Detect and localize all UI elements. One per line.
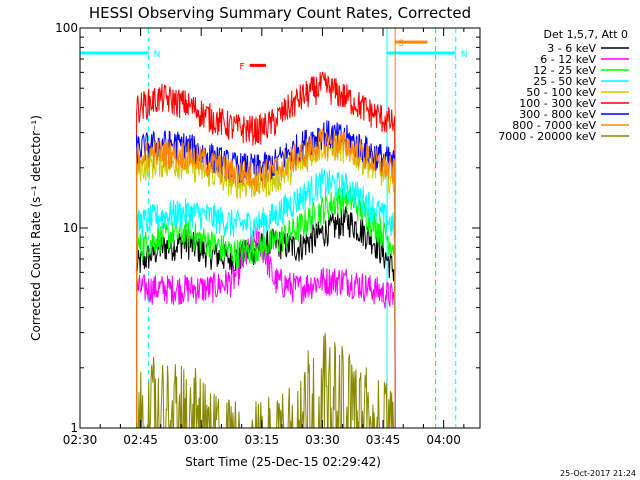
- legend-entry-label: 100 - 300 keV: [519, 97, 596, 110]
- x-tick-label: 03:15: [245, 433, 280, 447]
- chart-title: HESSI Observing Summary Count Rates, Cor…: [89, 4, 471, 22]
- x-tick-label: 04:00: [426, 433, 461, 447]
- series-line-7: [136, 128, 396, 429]
- series-line-8: [136, 332, 396, 430]
- x-tick-label: 03:30: [305, 433, 340, 447]
- y-tick-label: 10: [63, 221, 78, 235]
- y-tick-label: 100: [55, 21, 78, 35]
- annotation-label: S: [398, 39, 404, 49]
- series-layer: [136, 71, 396, 430]
- x-tick-label: 02:30: [63, 433, 98, 447]
- legend-entry-label: 800 - 7000 keV: [512, 119, 596, 132]
- series-line-3: [136, 168, 396, 429]
- x-tick-label: 03:00: [184, 433, 219, 447]
- legend-entry-label: 12 - 25 keV: [533, 64, 596, 77]
- generation-timestamp: 25-Oct-2017 21:24: [560, 469, 636, 478]
- x-tick-label: 03:45: [366, 433, 401, 447]
- annotation-label: N: [154, 50, 161, 60]
- legend-entry-label: 7000 - 20000 keV: [498, 130, 596, 143]
- y-tick-label: 1: [70, 421, 78, 435]
- legend-header: Det 1,5,7, Att 0: [544, 28, 628, 41]
- series-line-5: [136, 71, 396, 429]
- legend-entry-label: 25 - 50 keV: [533, 75, 596, 88]
- legend-entry-label: 300 - 800 keV: [519, 108, 596, 121]
- legend-entry-label: 3 - 6 keV: [547, 42, 596, 55]
- legend-entry-label: 6 - 12 keV: [540, 53, 596, 66]
- x-tick-label: 02:45: [123, 433, 158, 447]
- annotation-label: N: [461, 50, 468, 60]
- series-line-1: [136, 223, 396, 429]
- x-axis-label: Start Time (25-Dec-15 02:29:42): [185, 455, 381, 469]
- y-axis-label: Corrected Count Rate (s⁻¹ detector⁻¹): [29, 115, 43, 341]
- axis-layer: 1 10 100 02:30 02:45 03:00 03:15 03:30 03:45 04:0…: [55, 21, 480, 447]
- legend-entry-label: 50 - 100 keV: [526, 86, 596, 99]
- annotation-label: F: [240, 62, 245, 72]
